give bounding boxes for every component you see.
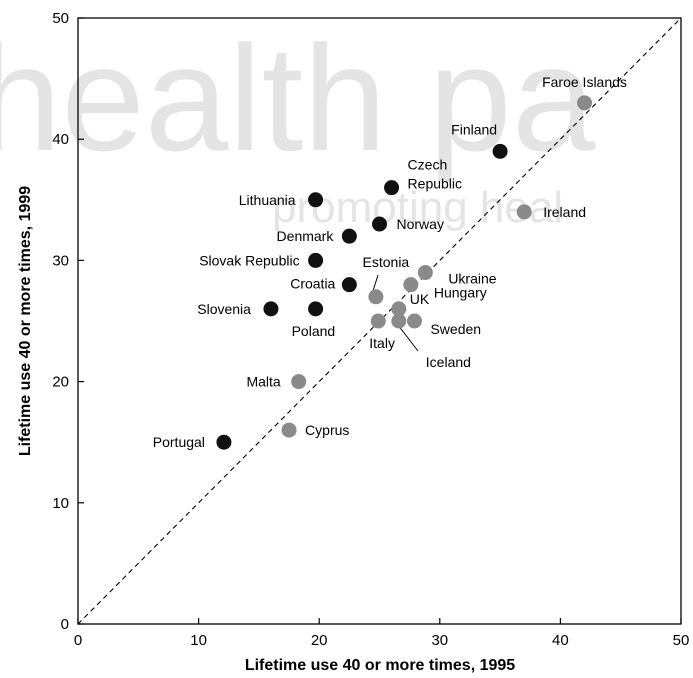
label-italy: Italy: [369, 335, 395, 351]
point-iceland: [391, 313, 407, 329]
label-slovenia: Slovenia: [197, 301, 251, 317]
point-poland: [308, 301, 324, 317]
label-estonia: Estonia: [363, 254, 410, 270]
label-hungary: Hungary: [434, 285, 487, 301]
point-ukraine: [417, 265, 433, 281]
label-faroe-islands: Faroe Islands: [542, 74, 627, 90]
y-tick-label: 20: [52, 374, 69, 391]
point-sweden: [406, 313, 422, 329]
point-slovenia: [263, 301, 279, 317]
point-uk: [391, 301, 407, 317]
point-denmark: [341, 228, 357, 244]
label-sweden: Sweden: [430, 321, 481, 337]
label-cyprus: Cyprus: [305, 422, 349, 438]
label-slovak-republic: Slovak Republic: [199, 252, 299, 268]
label-iceland: Iceland: [426, 354, 471, 370]
label-portugal: Portugal: [153, 434, 205, 450]
y-tick-label: 40: [52, 131, 69, 148]
y-axis-ticks: 0 10 20 30 40 50: [52, 10, 84, 633]
y-axis-title: Lifetime use 40 or more times, 1999: [17, 186, 34, 456]
label-denmark: Denmark: [277, 228, 335, 244]
x-tick-label: 10: [190, 632, 207, 649]
plot-frame: [77, 17, 682, 625]
point-czech-republic: [384, 180, 400, 196]
x-axis-title: Lifetime use 40 or more times, 1995: [245, 657, 515, 674]
label-czech-republic: Czech Republic: [408, 157, 462, 192]
label-malta: Malta: [246, 374, 280, 390]
point-italy: [370, 313, 386, 329]
point-faroe-islands: [577, 95, 593, 111]
x-axis-ticks: 0 10 20 30 40 50: [74, 618, 690, 649]
watermark: health pa promoting heal: [0, 14, 596, 232]
x-tick-label: 20: [311, 632, 328, 649]
x-tick-label: 30: [431, 632, 448, 649]
point-lithuania: [308, 192, 324, 208]
label-ireland: Ireland: [543, 204, 586, 220]
point-malta: [291, 374, 307, 390]
label-ukraine: Ukraine: [448, 271, 496, 287]
point-norway: [372, 216, 387, 232]
point-estonia: [368, 289, 384, 305]
y-tick-label: 10: [52, 495, 69, 512]
x-tick-label: 0: [74, 632, 82, 649]
x-tick-label: 50: [673, 632, 690, 649]
label-lithuania: Lithuania: [239, 192, 296, 208]
label-norway: Norway: [397, 216, 444, 232]
watermark-main: health pa: [0, 14, 596, 182]
point-hungary: [403, 277, 419, 293]
watermark-sub: promoting heal: [272, 183, 563, 232]
x-tick-label: 40: [552, 632, 569, 649]
y-tick-label: 30: [52, 252, 69, 269]
point-cyprus: [281, 422, 297, 438]
label-uk: UK: [410, 291, 430, 307]
data-points: [216, 95, 593, 450]
iceland-leader: [397, 324, 419, 352]
point-ireland: [516, 204, 532, 220]
y-tick-label: 50: [52, 10, 69, 27]
data-labels: Faroe Islands Finland Ireland Czech Republic…: [153, 74, 627, 450]
point-croatia: [341, 277, 357, 293]
label-croatia: Croatia: [290, 276, 335, 292]
y-tick-label: 0: [61, 616, 69, 633]
point-finland: [492, 143, 508, 159]
point-slovak-republic: [308, 252, 324, 268]
label-poland: Poland: [292, 323, 336, 339]
label-finland: Finland: [451, 121, 497, 137]
point-portugal: [216, 434, 232, 450]
